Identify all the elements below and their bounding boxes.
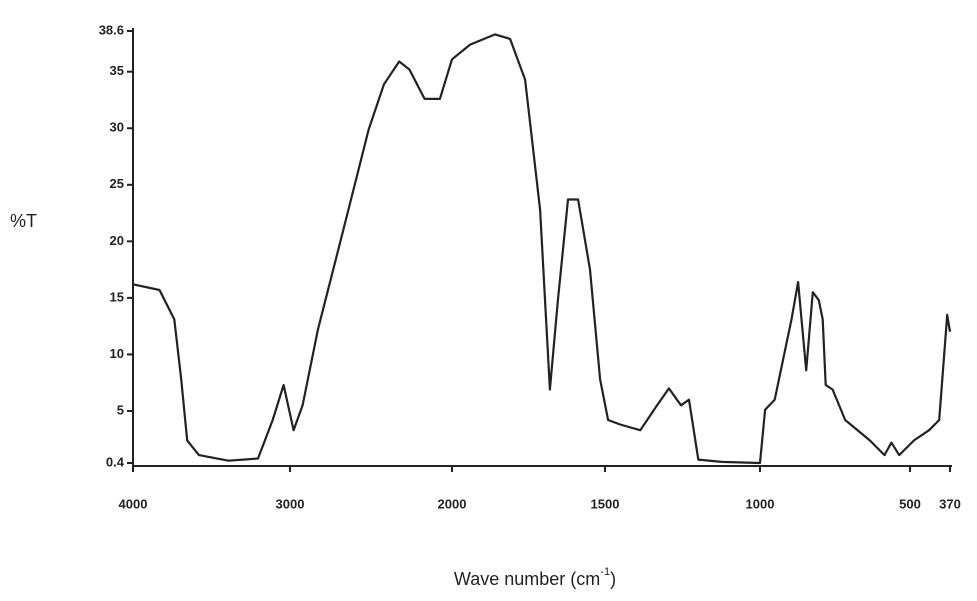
x-tick-label: 500 bbox=[899, 496, 921, 511]
x-tick-label: 2000 bbox=[438, 496, 467, 511]
y-tick-label: 0.4 bbox=[106, 454, 125, 469]
x-tick-label: 4000 bbox=[119, 496, 148, 511]
y-tick-label: 30 bbox=[110, 120, 124, 135]
x-label-text: Wave number (cm bbox=[454, 569, 600, 589]
y-tick-label: 5 bbox=[117, 402, 124, 417]
spectrum-line bbox=[132, 33, 952, 465]
x-tick-label: 1500 bbox=[591, 496, 620, 511]
x-axis-label: Wave number (cm-1) bbox=[454, 566, 616, 589]
y-tick-label: 25 bbox=[110, 176, 124, 191]
y-tick-label: 38.6 bbox=[99, 22, 124, 37]
y-tick-label: 35 bbox=[110, 63, 124, 78]
y-tick-label: 10 bbox=[110, 346, 124, 361]
y-tick-label: 20 bbox=[110, 233, 124, 248]
x-tick-label: 3000 bbox=[276, 496, 305, 511]
x-label-end: ) bbox=[610, 569, 616, 589]
y-tick-label: 15 bbox=[110, 289, 124, 304]
x-tick-label: 370 bbox=[939, 496, 961, 511]
x-label-sup: -1 bbox=[600, 566, 610, 578]
y-axis-label: %T bbox=[10, 211, 37, 231]
x-tick-label: 1000 bbox=[746, 496, 775, 511]
